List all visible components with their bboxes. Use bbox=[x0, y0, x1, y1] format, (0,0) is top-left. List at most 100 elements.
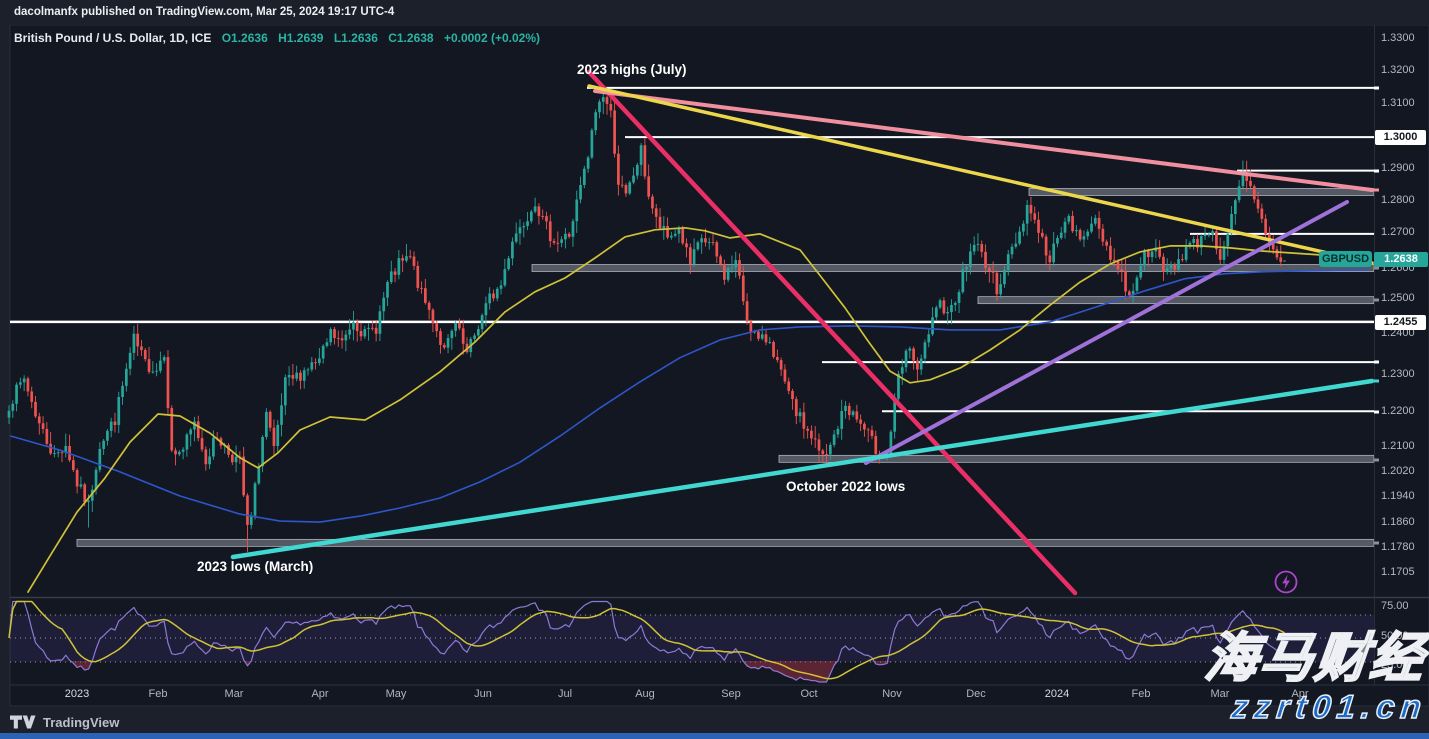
time-axis-label[interactable]: Jul bbox=[557, 688, 573, 700]
candle-body bbox=[446, 338, 450, 348]
candle-body bbox=[768, 342, 772, 343]
ma-line-sma-slow-blue[interactable] bbox=[10, 268, 1369, 523]
candle-body bbox=[1271, 242, 1275, 250]
candle-body bbox=[45, 428, 49, 444]
candle-body bbox=[938, 300, 942, 308]
time-axis-label[interactable]: 2024 bbox=[1044, 688, 1070, 700]
candle-body bbox=[333, 329, 336, 338]
support-resistance-band[interactable] bbox=[977, 296, 1375, 305]
candle-body bbox=[386, 282, 389, 298]
time-axis-label[interactable]: Apr bbox=[311, 688, 329, 700]
candle-body bbox=[1056, 238, 1059, 244]
candle-body bbox=[268, 411, 272, 428]
time-axis-label[interactable]: Dec bbox=[966, 688, 986, 700]
candle-body bbox=[594, 112, 598, 131]
candle-body bbox=[1143, 250, 1146, 266]
candle-body bbox=[537, 206, 541, 217]
candle-body bbox=[382, 297, 386, 312]
trendline-salmon[interactable] bbox=[593, 89, 1374, 192]
support-resistance-band[interactable] bbox=[531, 264, 1375, 272]
candle-body bbox=[1097, 217, 1101, 229]
time-axis-label[interactable]: 2023 bbox=[64, 688, 90, 700]
candle-body bbox=[170, 408, 174, 451]
candle-body bbox=[30, 391, 34, 402]
candle-body bbox=[776, 357, 779, 361]
candle-body bbox=[87, 500, 90, 503]
candle-body bbox=[522, 226, 526, 228]
time-axis-label[interactable]: Oct bbox=[800, 688, 818, 700]
time-axis-label[interactable]: May bbox=[385, 688, 407, 700]
time-axis-label[interactable]: Nov bbox=[882, 688, 902, 700]
time-axis-label[interactable]: Sep bbox=[721, 688, 741, 700]
time-axis-label[interactable]: Apr bbox=[1291, 688, 1309, 700]
candle-body bbox=[870, 430, 874, 437]
rsi-ma-line[interactable] bbox=[8, 600, 1285, 680]
rsi-axis-label: 75.00 bbox=[1381, 600, 1409, 612]
candle-body bbox=[1006, 254, 1010, 271]
candle-body bbox=[791, 390, 794, 400]
candle-body bbox=[454, 323, 457, 331]
ohlc-low: L1.2636 bbox=[333, 31, 378, 45]
trendline-cyan[interactable] bbox=[230, 378, 1375, 560]
time-axis-label[interactable]: Jun bbox=[474, 688, 492, 700]
candle-body bbox=[969, 251, 972, 268]
candle-body bbox=[919, 358, 923, 370]
candle-body bbox=[106, 430, 109, 441]
candle-body bbox=[726, 267, 730, 280]
candle-body bbox=[507, 258, 510, 270]
tradingview-logo-icon[interactable] bbox=[10, 714, 36, 730]
candle-body bbox=[230, 454, 234, 463]
candle-body bbox=[942, 300, 946, 314]
trendline-yellow[interactable] bbox=[587, 84, 1374, 265]
candle-body bbox=[249, 515, 253, 525]
candle-body bbox=[147, 359, 151, 372]
rsi-line[interactable] bbox=[8, 600, 1285, 683]
candle-body bbox=[976, 244, 980, 246]
candle-body bbox=[957, 292, 961, 303]
candle-body bbox=[492, 293, 495, 299]
candle-body bbox=[916, 360, 919, 370]
candle-body bbox=[367, 327, 370, 330]
candle-body bbox=[177, 451, 181, 455]
rsi-axis-label: 50.00 bbox=[1381, 630, 1409, 642]
ma-line-sma-fast-yellow[interactable] bbox=[27, 226, 1369, 593]
candle-body bbox=[1120, 269, 1124, 272]
candle-body bbox=[548, 221, 552, 242]
ohlc-high: H1.2639 bbox=[278, 31, 324, 45]
candle-body bbox=[1014, 243, 1018, 247]
candle-body bbox=[984, 251, 987, 268]
candle-body bbox=[458, 323, 461, 329]
candle-body bbox=[586, 157, 590, 169]
axis-tick bbox=[1374, 410, 1379, 414]
time-axis-label[interactable]: Feb bbox=[148, 688, 168, 700]
candle-body bbox=[166, 357, 170, 409]
time-axis-label[interactable]: Aug bbox=[635, 688, 655, 700]
trendline-steep-pink[interactable] bbox=[586, 69, 1078, 596]
footer-brand[interactable]: TradingView bbox=[43, 714, 120, 730]
annotation-october-2022-lows: October 2022 lows bbox=[786, 479, 906, 494]
time-axis-label[interactable]: Mar bbox=[224, 688, 244, 700]
candle-body bbox=[1135, 277, 1139, 291]
axis-tick bbox=[1374, 188, 1379, 192]
candle-body bbox=[923, 342, 927, 359]
time-axis-label[interactable]: Mar bbox=[1210, 688, 1230, 700]
price-axis-label: 1.1705 bbox=[1381, 566, 1415, 578]
symbol-header[interactable]: British Pound / U.S. Dollar, 1D, ICE O1.… bbox=[14, 31, 540, 45]
bottom-blue-strip bbox=[0, 733, 1429, 739]
time-axis[interactable]: 2023 Feb Mar Apr May Jun Jul Aug Sep Oct Nov Dec 202… bbox=[0, 688, 1374, 704]
candle-body bbox=[121, 385, 124, 398]
time-axis-label[interactable]: Feb bbox=[1131, 688, 1151, 700]
support-resistance-band[interactable] bbox=[76, 538, 1375, 547]
price-line-tag[interactable]: GBPUSD bbox=[1319, 251, 1372, 267]
support-resistance-band[interactable] bbox=[1028, 188, 1375, 196]
candle-body bbox=[7, 410, 11, 418]
candle-body bbox=[639, 145, 643, 165]
candle-body bbox=[371, 327, 374, 329]
lightning-icon[interactable] bbox=[1272, 568, 1300, 596]
price-axis[interactable]: 1.3300 1.3200 1.3100 1.2900 1.2800 1.2700 1.26… bbox=[1374, 25, 1429, 685]
candle-body bbox=[1086, 231, 1090, 237]
trendline-purple[interactable] bbox=[864, 200, 1349, 465]
candle-body bbox=[53, 453, 56, 455]
chart-canvas[interactable] bbox=[0, 25, 1429, 707]
candle-body bbox=[22, 378, 26, 383]
